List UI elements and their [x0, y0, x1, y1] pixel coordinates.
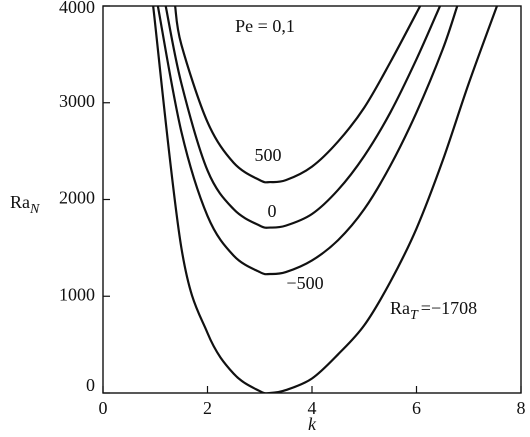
curve-label-subscript: T — [410, 308, 419, 323]
curve-label: 0 — [268, 201, 277, 221]
y-tick-label: 3000 — [59, 91, 95, 111]
curve — [152, 6, 498, 393]
x-axis-label: k — [308, 414, 317, 434]
y-tick-label: 1000 — [59, 284, 95, 304]
y-label-base: Ra — [10, 192, 30, 212]
curve — [156, 6, 459, 276]
y-tick-label: 4000 — [59, 0, 95, 17]
curve-label-value: −1708 — [431, 298, 477, 318]
y-axis-label: RaN — [10, 192, 40, 217]
curve-label: 500 — [255, 145, 282, 165]
x-tick-label: 6 — [412, 398, 421, 418]
curve — [164, 6, 442, 229]
curve-label: RaT =−1708 — [390, 298, 477, 323]
y-tick-label: 2000 — [59, 188, 95, 208]
y-label-subscript: N — [29, 202, 40, 217]
x-tick-label: 8 — [517, 398, 526, 418]
curve — [174, 6, 422, 184]
curve-label: −500 — [286, 273, 323, 293]
curve-label-base: Ra — [390, 298, 410, 318]
x-tick-label: 0 — [99, 398, 108, 418]
x-tick-label: 4 — [308, 398, 317, 418]
x-tick-label: 2 — [203, 398, 212, 418]
y-tick-label: 0 — [86, 375, 95, 395]
plot-frame — [102, 5, 522, 394]
annotation: Pe = 0,1 — [235, 16, 295, 36]
curve-label-sign: = — [421, 298, 431, 318]
